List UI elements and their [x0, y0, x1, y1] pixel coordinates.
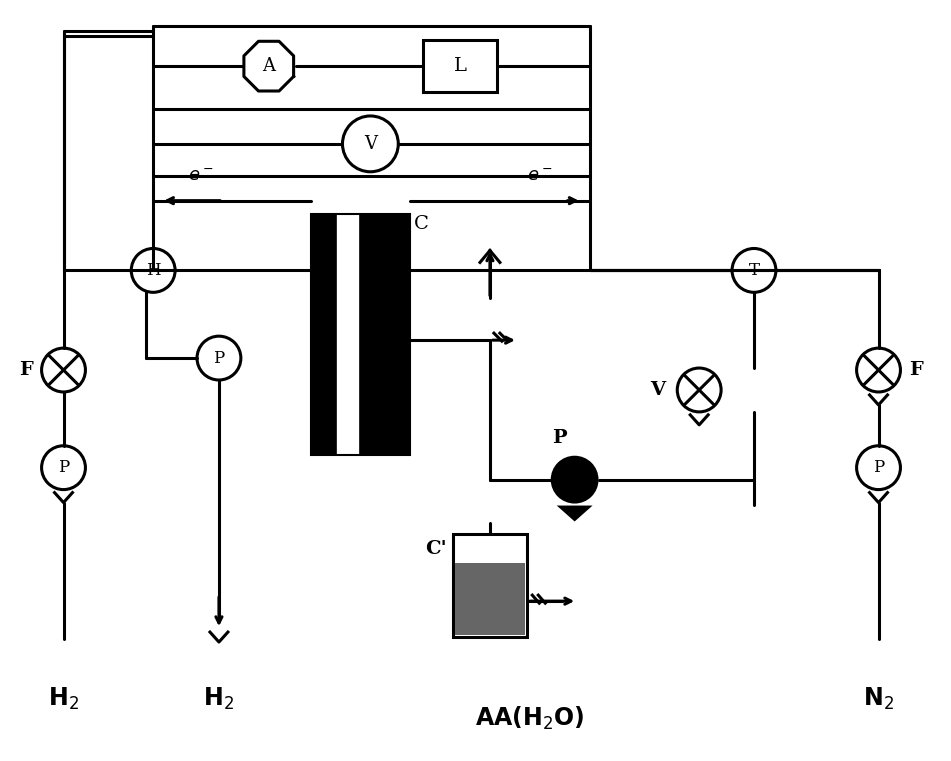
Text: P: P [58, 459, 69, 476]
Text: L: L [454, 57, 467, 75]
Text: P: P [873, 459, 884, 476]
Text: C': C' [425, 540, 447, 559]
Text: P: P [553, 428, 567, 447]
Bar [453, 534, 527, 637]
Text: $e^-$: $e^-$ [188, 167, 214, 185]
Bar [360, 214, 385, 455]
Text: N$_2$: N$_2$ [864, 686, 894, 712]
Text: V: V [650, 381, 665, 399]
Bar [311, 214, 410, 455]
Text: F: F [19, 361, 32, 379]
Bar [422, 40, 497, 92]
Text: H$_2$: H$_2$ [49, 686, 79, 712]
Text: $e^-$: $e^-$ [527, 167, 553, 185]
Text: T: T [748, 262, 760, 279]
Bar [311, 214, 336, 455]
Bar [385, 214, 410, 455]
Bar [336, 214, 360, 455]
Bar [455, 563, 525, 635]
Text: H: H [146, 262, 161, 279]
Text: H$_2$: H$_2$ [204, 686, 234, 712]
Polygon shape [556, 505, 592, 521]
Text: C: C [415, 215, 429, 233]
Text: P: P [213, 349, 224, 367]
Text: A: A [262, 57, 275, 75]
Text: V: V [364, 135, 377, 153]
Circle shape [551, 456, 598, 504]
Text: F: F [909, 361, 923, 379]
Text: AA(H$_2$O): AA(H$_2$O) [476, 705, 585, 732]
